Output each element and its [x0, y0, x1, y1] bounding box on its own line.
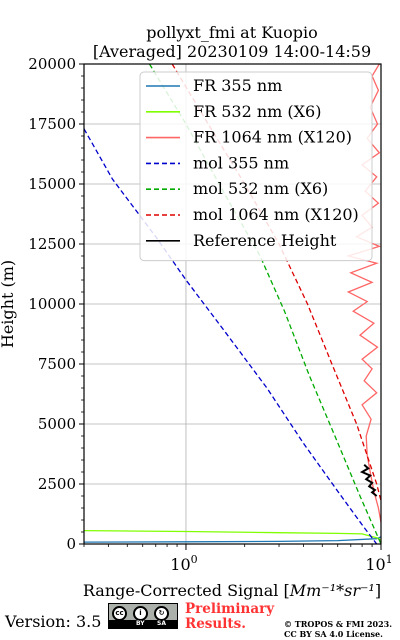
chart-title: pollyxt_fmi at Kuopio: [146, 23, 317, 42]
y-tick-label: 5000: [38, 415, 76, 433]
y-tick-label: 0: [66, 535, 76, 553]
by-person-icon: i: [133, 606, 148, 621]
preliminary-line-2: Results.: [185, 616, 246, 632]
share-alike-icon: ↻: [154, 606, 169, 621]
preliminary-line-1: Preliminary: [185, 601, 275, 617]
cc-by-sa-badge: cc i ↻ BY SA: [108, 603, 178, 629]
legend-label-2: FR 1064 nm (X120): [193, 128, 352, 147]
axis-ticks: 0 2500 5000 7500 10000 12500 15000 17500 20000 10…: [28, 55, 392, 574]
cc-icon: cc: [112, 606, 127, 621]
badge-bar: [109, 620, 177, 628]
legend-label-6: Reference Height: [193, 231, 337, 250]
badge-sa-label: SA: [157, 620, 166, 627]
series-line-3: [84, 128, 378, 544]
legend-label-3: mol 355 nm: [193, 153, 289, 172]
chart-subtitle: [Averaged] 20230109 14:00-14:59: [93, 42, 371, 61]
y-tick-label: 20000: [28, 55, 76, 73]
legend-label-0: FR 355 nm: [193, 76, 282, 95]
series-line-6: [359, 464, 378, 497]
copyright-note: © TROPOS & FMI 2023. CC BY SA 4.0 Licens…: [284, 619, 392, 639]
y-axis-label: Height (m): [0, 260, 17, 348]
series-line-0: [84, 536, 381, 543]
series-group: [84, 64, 381, 544]
x-tick-label: 101: [365, 553, 392, 574]
series-line-1: [84, 529, 381, 541]
y-tick-label: 12500: [28, 235, 76, 253]
legend-label-1: FR 532 nm (X6): [193, 102, 321, 121]
y-tick-label: 10000: [28, 295, 76, 313]
series-line-5: [171, 64, 381, 501]
copyright-line-2: CC BY SA 4.0 License.: [284, 629, 383, 639]
x-tick-label: 100: [170, 553, 197, 574]
y-tick-label: 2500: [38, 475, 76, 493]
x-axis-label-units: Mm⁻¹*sr⁻¹: [289, 581, 375, 600]
copyright-line-1: © TROPOS & FMI 2023.: [284, 619, 393, 629]
series-line-2: [345, 64, 381, 523]
badge-by-label: BY: [136, 620, 145, 627]
y-tick-label: 15000: [28, 175, 76, 193]
lidar-profile-chart: pollyxt_fmi at Kuopio [Averaged] 2023010…: [0, 23, 393, 600]
legend: FR 355 nm FR 532 nm (X6) FR 1064 nm (X120)…: [139, 71, 373, 262]
legend-label-5: mol 1064 nm (X120): [193, 205, 359, 224]
y-tick-label: 7500: [38, 355, 76, 373]
x-axis-label-prefix: Range-Corrected Signal [: [83, 581, 290, 600]
y-tick-label: 17500: [28, 115, 76, 133]
x-axis-label-suffix: ]: [375, 581, 381, 600]
x-axis-label: Range-Corrected Signal [Mm⁻¹*sr⁻¹]: [83, 581, 381, 600]
legend-label-4: mol 532 nm (X6): [193, 179, 328, 198]
version-label: Version: 3.5: [5, 612, 102, 631]
preliminary-note: Preliminary Results.: [185, 602, 274, 632]
legend-box: [139, 71, 373, 262]
